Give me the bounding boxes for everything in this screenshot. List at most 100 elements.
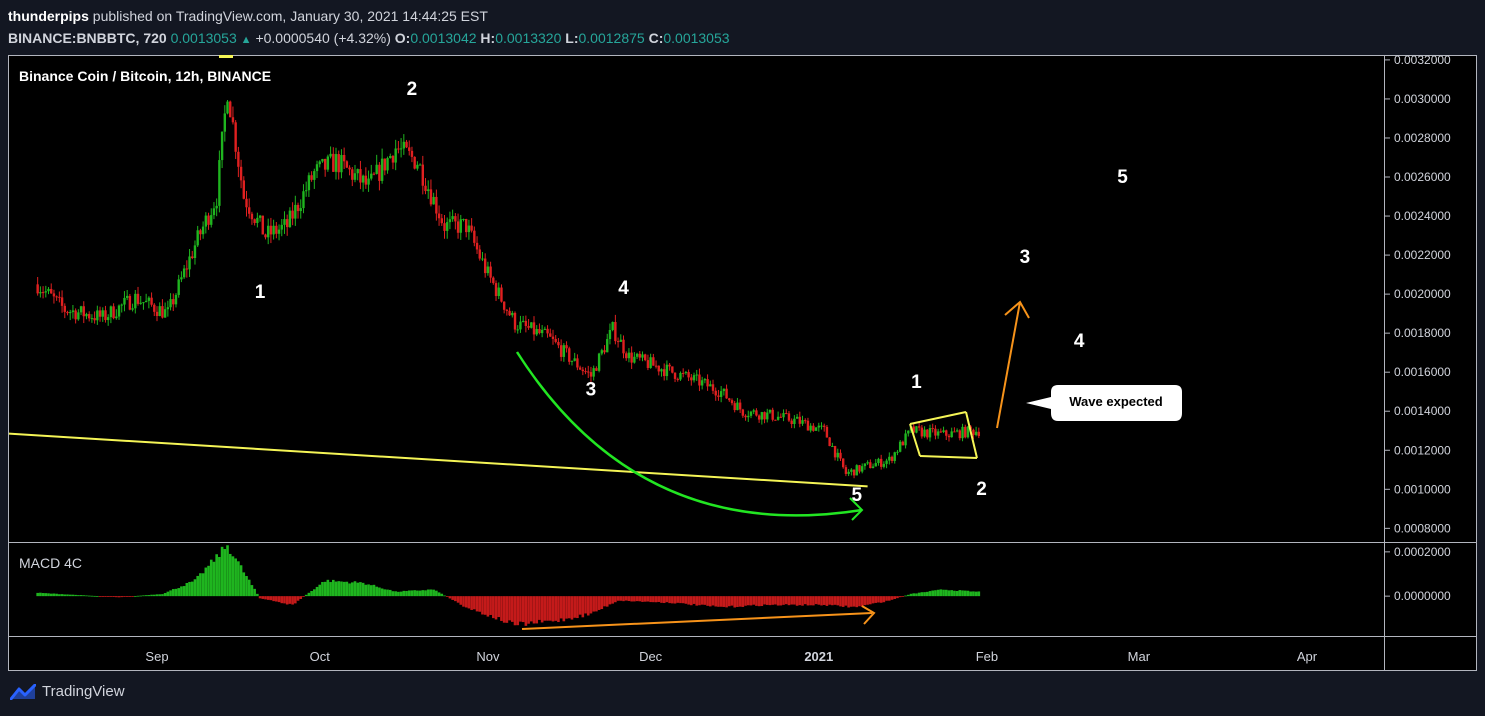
candle-body xyxy=(622,339,625,354)
candle-body xyxy=(356,169,359,174)
candle-body xyxy=(307,175,311,191)
macd-bar xyxy=(733,596,737,608)
candle-body xyxy=(847,471,850,474)
candle-body xyxy=(378,164,381,181)
candle-body xyxy=(267,225,270,238)
candle-body xyxy=(570,360,574,362)
macd-bar xyxy=(215,554,218,597)
candle-body xyxy=(953,431,956,433)
callout-text: Wave expected xyxy=(1069,394,1163,409)
candle-body xyxy=(210,215,213,225)
candle-body xyxy=(972,429,975,435)
wave-label: 5 xyxy=(851,485,862,506)
candle-body xyxy=(901,441,905,446)
macd-bar xyxy=(418,590,422,597)
main-pane[interactable] xyxy=(9,56,1384,542)
price-tick-label: 0.0032000 xyxy=(1394,53,1451,67)
macd-bar xyxy=(616,596,620,601)
candle-body xyxy=(163,309,167,318)
candle-body xyxy=(869,462,872,469)
macd-bar xyxy=(329,582,332,597)
macd-bar xyxy=(557,596,560,623)
candle-body xyxy=(353,173,357,180)
macd-bar xyxy=(977,591,981,597)
macd-bar xyxy=(218,556,221,597)
candle-body xyxy=(690,377,693,381)
candle-body xyxy=(372,173,376,175)
close-value: 0.0013053 xyxy=(663,30,730,46)
candle-body xyxy=(928,428,932,438)
macd-bar xyxy=(272,596,275,602)
macd-bar xyxy=(150,594,153,597)
candle-body xyxy=(177,279,180,295)
candle-body xyxy=(804,420,807,422)
time-scale[interactable] xyxy=(9,637,1476,670)
macd-bar xyxy=(592,596,595,612)
candle-body xyxy=(814,427,818,431)
candle-body xyxy=(435,196,438,214)
tradingview-branding[interactable]: TradingView xyxy=(10,683,125,700)
macd-bar xyxy=(906,594,910,597)
macd-bar xyxy=(755,596,758,606)
macd-bar xyxy=(245,576,248,597)
flag-left-edge xyxy=(909,423,921,457)
candle-body xyxy=(535,328,538,335)
macd-bar xyxy=(966,590,970,597)
macd-bar xyxy=(630,596,633,602)
candle-body xyxy=(812,425,815,431)
macd-bar xyxy=(803,596,807,605)
candle-body xyxy=(191,256,194,259)
flag-upper-line xyxy=(909,411,967,425)
candle-body xyxy=(323,158,327,170)
candle-body xyxy=(717,395,720,397)
candle-body xyxy=(223,113,227,132)
macd-bar xyxy=(871,596,875,604)
macd-bar xyxy=(454,596,457,602)
macd-bar xyxy=(928,591,932,597)
candle-body xyxy=(752,410,755,412)
tradingview-logo-icon xyxy=(10,683,36,700)
macd-divergence-line xyxy=(521,612,873,630)
macd-bar xyxy=(950,590,953,597)
macd-bar xyxy=(397,591,400,597)
macd-bar xyxy=(633,596,636,602)
macd-bar xyxy=(302,596,305,597)
macd-bar xyxy=(280,596,284,604)
candle-body xyxy=(253,219,256,223)
candle-body xyxy=(844,467,848,474)
candle-body xyxy=(429,189,433,205)
candle-body xyxy=(36,284,39,294)
price-axis-labels: 0.0032000 0.0030000 0.0028000 0.0026000 0.00… xyxy=(1385,53,1451,603)
author-name[interactable]: thunderpips xyxy=(8,8,89,24)
macd-bar xyxy=(700,596,704,605)
candle-body xyxy=(52,293,56,297)
macd-bar xyxy=(806,596,810,606)
macd-bar xyxy=(277,596,281,603)
macd-bar xyxy=(944,589,948,597)
candle-body xyxy=(207,215,210,225)
candle-body xyxy=(964,426,967,438)
expected-move-arrow xyxy=(996,301,1021,429)
candle-body xyxy=(540,329,544,334)
price-scale[interactable] xyxy=(1385,56,1476,636)
macd-bar xyxy=(52,593,56,597)
candle-body xyxy=(234,122,237,152)
candle-body xyxy=(361,175,365,183)
candle-body xyxy=(364,175,368,185)
candle-body xyxy=(896,451,899,453)
candle-body xyxy=(736,402,739,411)
macd-bar xyxy=(36,592,39,597)
macd-bar xyxy=(391,591,395,597)
macd-bar xyxy=(839,596,842,607)
macd-bar xyxy=(565,596,568,619)
macd-bar xyxy=(763,596,766,605)
macd-bar xyxy=(752,596,755,605)
macd-bar xyxy=(624,596,628,601)
macd-bar xyxy=(576,596,579,619)
candle-body xyxy=(877,458,880,464)
macd-bar xyxy=(527,596,530,624)
candle-body xyxy=(757,415,761,420)
candle-body xyxy=(448,219,452,223)
candle-body xyxy=(863,463,867,467)
